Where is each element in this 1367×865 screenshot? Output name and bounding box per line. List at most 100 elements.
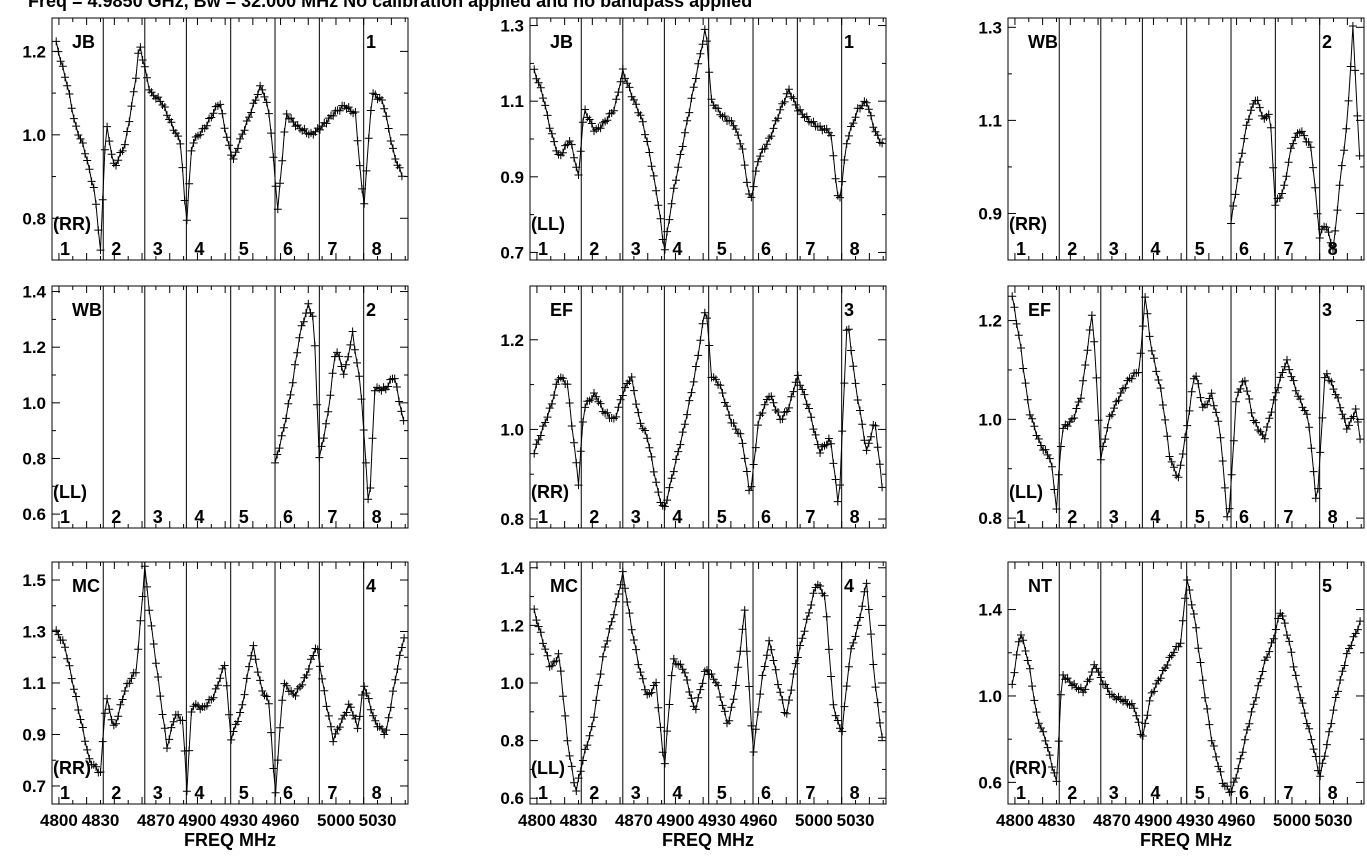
data-point	[791, 100, 800, 109]
data-point	[225, 710, 233, 719]
x-tick-label: 4930	[698, 811, 736, 830]
data-point	[667, 474, 676, 483]
data-point	[700, 25, 709, 34]
data-point	[1289, 662, 1298, 671]
data-point	[1019, 636, 1028, 645]
data-point	[762, 140, 771, 149]
data-point	[698, 40, 707, 49]
data-point	[125, 679, 134, 688]
if-number-label: 7	[1283, 239, 1293, 259]
data-point	[1203, 704, 1212, 713]
data-point	[351, 714, 360, 723]
data-point	[782, 709, 791, 718]
data-point	[559, 148, 567, 157]
data-point	[685, 688, 694, 696]
data-point	[129, 87, 138, 96]
data-point	[373, 95, 382, 104]
data-point	[56, 57, 65, 66]
source-number: 2	[366, 300, 376, 320]
data-point	[58, 636, 67, 645]
if-number-label: 5	[717, 783, 727, 803]
data-point	[269, 764, 278, 773]
data-point	[136, 43, 145, 52]
data-point	[185, 746, 194, 755]
data-point	[878, 483, 887, 492]
if-number-label: 8	[850, 507, 860, 527]
data-point	[587, 722, 596, 731]
data-point	[1234, 388, 1243, 397]
data-point	[780, 408, 789, 417]
data-point	[782, 89, 791, 98]
data-point	[1233, 174, 1242, 183]
data-point	[576, 447, 585, 456]
data-point	[827, 672, 836, 681]
data-point	[160, 724, 169, 733]
data-point	[1114, 396, 1123, 405]
data-point	[169, 717, 178, 726]
data-point	[1266, 123, 1275, 132]
data-point	[1201, 693, 1209, 702]
data-point	[1187, 387, 1196, 396]
data-point	[532, 440, 541, 449]
if-number-label: 7	[327, 783, 337, 803]
data-point	[118, 695, 127, 704]
data-point	[762, 651, 771, 660]
data-point	[609, 610, 618, 619]
data-point	[587, 119, 596, 128]
data-point	[1138, 322, 1147, 331]
data-point	[1205, 720, 1214, 729]
data-point	[729, 419, 738, 428]
data-point	[860, 587, 869, 596]
data-point	[1275, 194, 1284, 202]
data-point	[827, 439, 836, 448]
data-point	[685, 108, 694, 117]
data-point	[386, 137, 395, 145]
data-point	[687, 694, 696, 703]
data-point	[727, 117, 736, 125]
data-point	[767, 392, 776, 401]
data-point	[1076, 394, 1085, 403]
data-point	[1212, 752, 1221, 761]
data-point	[1316, 448, 1325, 457]
data-point	[1249, 100, 1258, 108]
data-point	[1087, 668, 1096, 676]
data-point	[1154, 376, 1163, 384]
data-point	[238, 700, 247, 709]
data-point	[134, 49, 143, 58]
polarization-label: (RR)	[53, 214, 91, 234]
data-point	[1322, 369, 1331, 378]
data-point	[151, 659, 160, 668]
data-point	[362, 689, 371, 698]
data-point	[331, 729, 340, 738]
data-point	[1258, 667, 1267, 676]
data-point	[1090, 337, 1099, 346]
data-point	[258, 687, 267, 695]
data-point	[729, 695, 738, 704]
data-point	[776, 105, 785, 114]
data-point	[680, 668, 689, 677]
data-point	[552, 656, 561, 665]
data-point	[112, 161, 120, 170]
data-point	[364, 495, 373, 504]
y-tick-label: 1.0	[500, 674, 524, 693]
data-point	[1092, 373, 1101, 382]
data-point	[1353, 418, 1362, 426]
data-point	[54, 630, 63, 639]
data-point	[1269, 634, 1278, 643]
if-number-label: 1	[538, 783, 548, 803]
data-point	[1017, 344, 1025, 352]
data-point	[390, 374, 399, 383]
data-point	[107, 150, 116, 159]
data-point	[251, 655, 260, 664]
data-point	[603, 408, 612, 417]
data-point	[1214, 417, 1223, 426]
if-number-label: 7	[1283, 783, 1293, 803]
if-number-label: 1	[60, 783, 70, 803]
data-point	[565, 399, 574, 407]
data-point	[1163, 661, 1172, 669]
series-line	[274, 303, 405, 500]
if-number-label: 5	[239, 783, 249, 803]
panel-frame	[51, 17, 409, 261]
data-point	[1227, 787, 1236, 796]
data-point	[1353, 625, 1362, 634]
